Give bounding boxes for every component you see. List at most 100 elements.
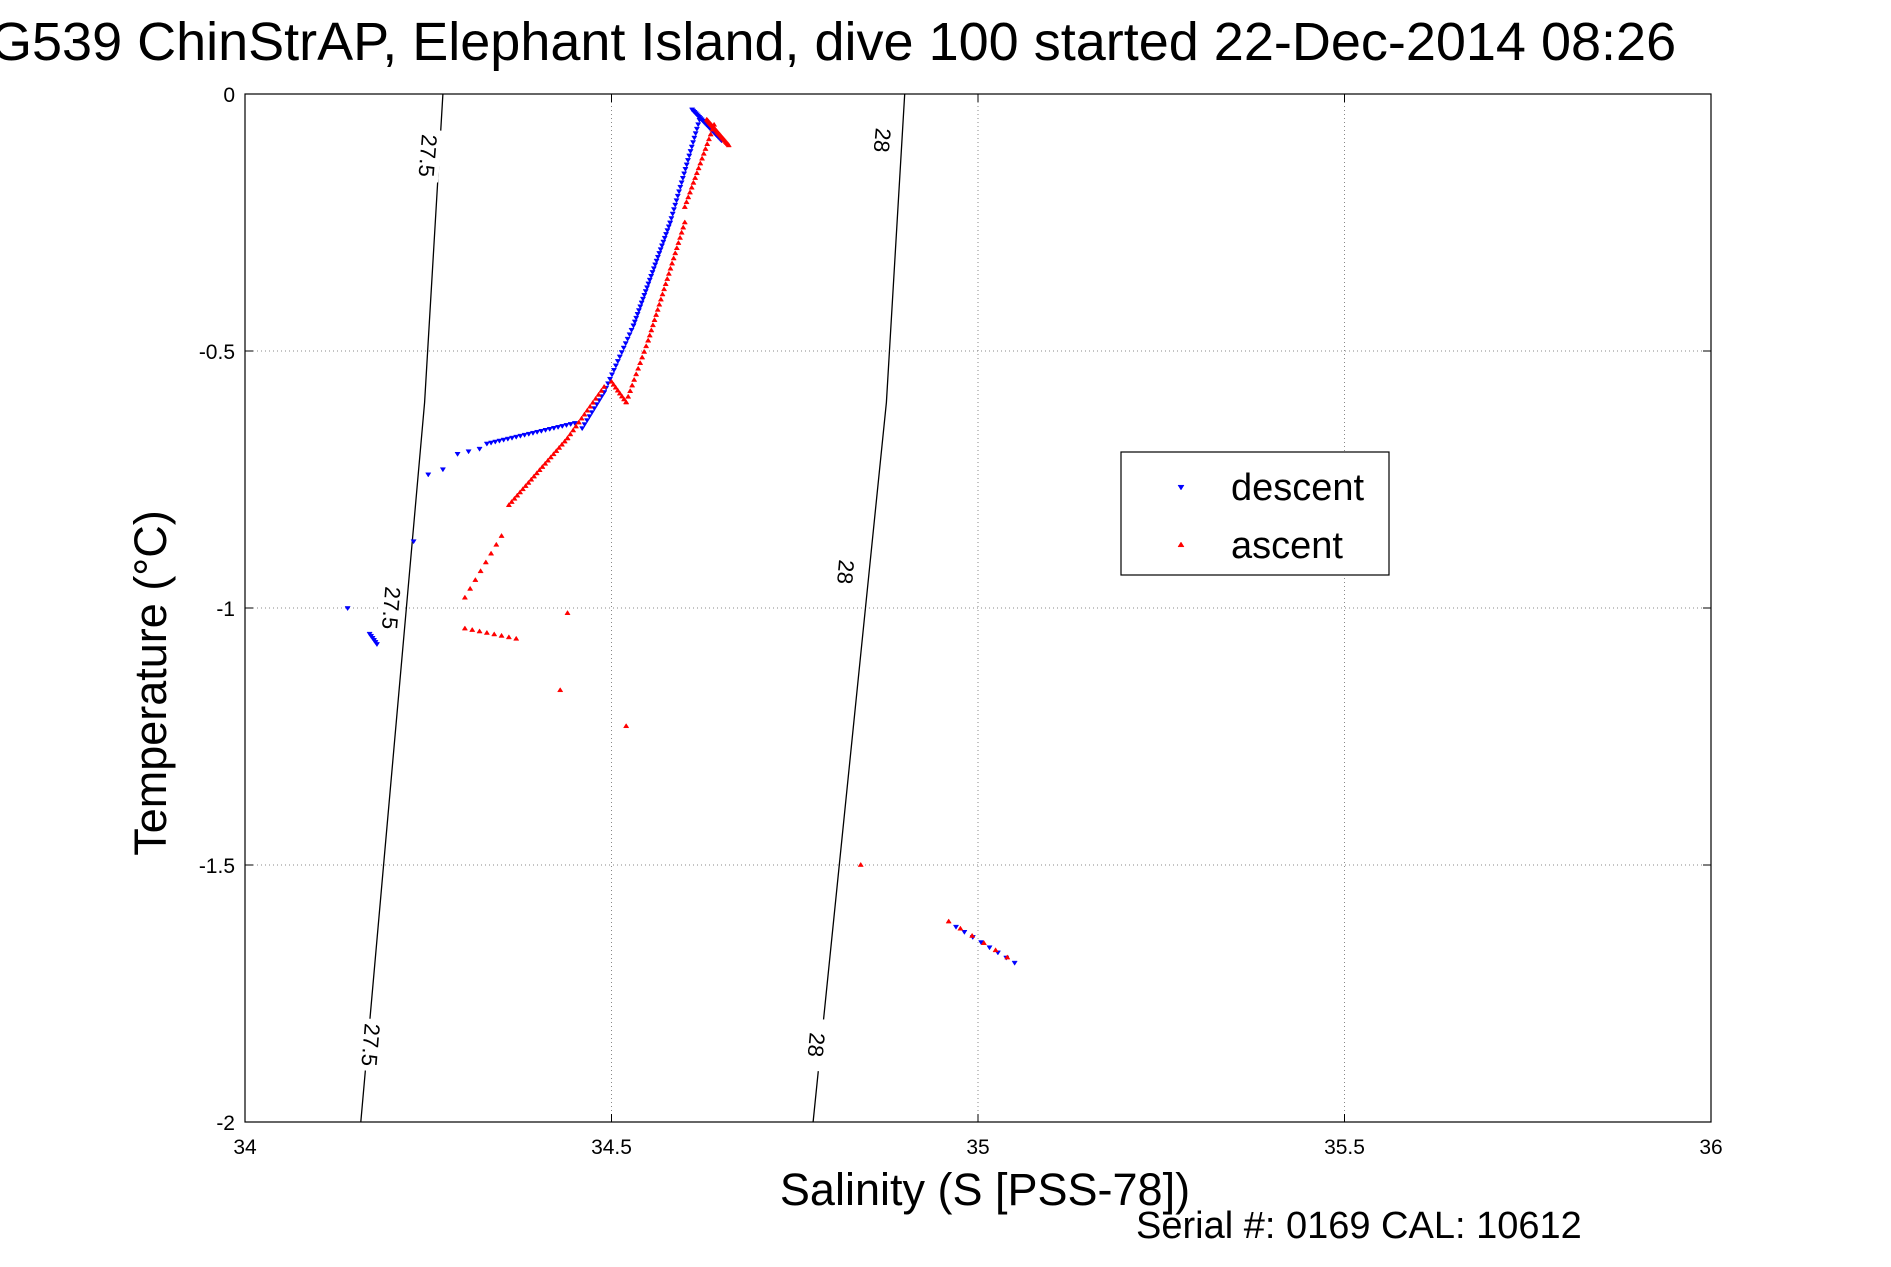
ascent-point — [625, 393, 632, 399]
descent-point — [688, 144, 695, 150]
descent-point — [513, 434, 520, 440]
ascent-point — [469, 626, 476, 632]
descent-point — [579, 426, 586, 432]
ascent-point — [493, 541, 500, 547]
ascent-point — [567, 431, 574, 437]
ascent-point — [553, 448, 560, 453]
ascent-point — [623, 723, 630, 729]
descent-point — [633, 315, 640, 321]
ascent-point — [857, 861, 864, 867]
descent-point — [624, 336, 631, 342]
descent-point — [642, 289, 649, 295]
ascent-point — [491, 631, 498, 637]
descent-point — [649, 270, 656, 276]
ascent-point — [704, 141, 711, 147]
ascent-point — [635, 365, 642, 371]
ascent-point — [667, 265, 674, 271]
ascent-point — [659, 291, 666, 297]
ascent-point — [664, 275, 671, 281]
ascent-point — [608, 378, 615, 384]
descent-point — [674, 193, 681, 199]
ascent-point — [477, 568, 484, 574]
descent-point — [952, 924, 960, 930]
descent-point — [563, 423, 570, 428]
ascent-point — [623, 399, 630, 405]
ascent-point — [618, 393, 626, 399]
ascent-point — [513, 635, 520, 641]
descent-point — [588, 410, 596, 416]
ascent-point — [645, 337, 652, 343]
descent-point — [641, 293, 648, 298]
descent-point — [454, 451, 461, 457]
descent-point — [542, 428, 549, 433]
descent-point — [496, 438, 503, 444]
ascent-point — [589, 399, 596, 405]
x-axis-label: Salinity (S [PSS-78]) — [780, 1164, 1190, 1215]
descent-point — [476, 446, 483, 452]
descent-point — [586, 414, 593, 420]
descent-point — [652, 262, 659, 268]
descent-point — [665, 224, 672, 230]
descent-point — [695, 122, 702, 128]
descent-point — [559, 424, 566, 429]
ascent-point — [627, 388, 634, 393]
ascent-point — [539, 463, 546, 469]
ascent-point — [467, 585, 474, 591]
descent-point — [504, 436, 511, 442]
y-tick-label: -0.5 — [199, 341, 235, 364]
ascent-point — [643, 343, 650, 349]
descent-point — [677, 184, 684, 190]
ascent-point — [587, 403, 594, 409]
ascent-point — [483, 629, 490, 635]
descent-point — [618, 350, 625, 356]
descent-point — [550, 426, 557, 431]
descent-point — [639, 296, 647, 302]
descent-point — [521, 432, 528, 438]
ascent-point — [542, 460, 549, 466]
ascent-point — [670, 255, 677, 261]
descent-point — [658, 243, 666, 249]
descent-point — [670, 207, 678, 213]
ascent-point — [629, 382, 636, 388]
descent-point — [529, 430, 537, 436]
descent-point — [608, 372, 616, 378]
ascent-point — [621, 396, 628, 402]
ascent-point — [693, 170, 700, 176]
contour-label-bg — [868, 113, 897, 168]
ascent-point — [676, 234, 684, 240]
ascent-point — [633, 371, 640, 377]
descent-point — [687, 149, 694, 155]
descent-point — [517, 433, 524, 439]
descent-point — [693, 126, 700, 132]
ascent-point — [616, 390, 623, 396]
descent-point — [610, 368, 617, 373]
y-tick-label: -2 — [216, 1112, 235, 1135]
ascent-point — [614, 387, 621, 393]
ascent-point — [969, 932, 976, 938]
contour-label-bg — [377, 581, 406, 635]
legend-marker-descent — [1177, 484, 1185, 491]
descent-point — [508, 435, 516, 441]
ascent-point — [673, 245, 680, 251]
ascent-point — [598, 387, 605, 393]
descent-point — [488, 440, 495, 446]
descent-point — [656, 251, 663, 257]
ascent-point — [601, 383, 608, 389]
descent-point — [690, 140, 697, 146]
x-tick-label: 35 — [966, 1136, 989, 1159]
ascent-point — [530, 473, 538, 479]
descent-point — [567, 422, 574, 428]
ascent-point — [688, 184, 695, 190]
descent-point — [538, 428, 545, 434]
descent-point — [682, 167, 689, 172]
descent-point — [373, 642, 380, 648]
density-contour-27-5 — [360, 93, 444, 1123]
ascent-point — [533, 470, 540, 476]
descent-point — [584, 418, 591, 424]
ascent-point — [637, 360, 644, 365]
ascent-point — [578, 415, 585, 421]
descent-point — [637, 304, 644, 310]
descent-point — [620, 345, 627, 351]
contour-label: 28 — [869, 127, 896, 154]
